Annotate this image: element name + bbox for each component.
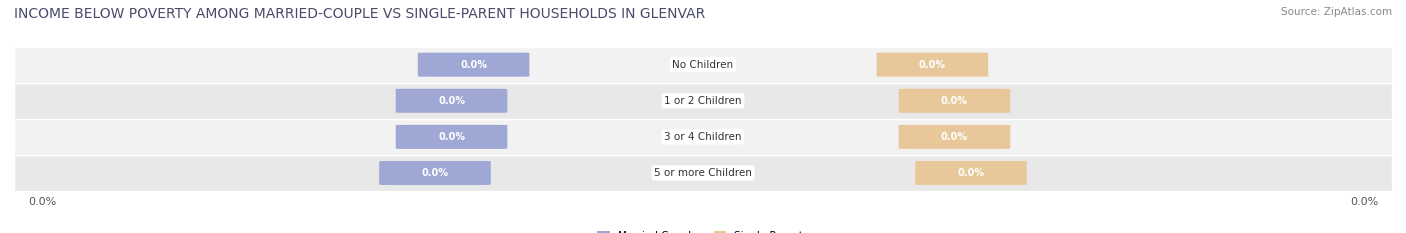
Text: INCOME BELOW POVERTY AMONG MARRIED-COUPLE VS SINGLE-PARENT HOUSEHOLDS IN GLENVAR: INCOME BELOW POVERTY AMONG MARRIED-COUPL… <box>14 7 706 21</box>
FancyBboxPatch shape <box>418 53 530 77</box>
Text: 0.0%: 0.0% <box>957 168 984 178</box>
FancyBboxPatch shape <box>14 119 1392 155</box>
FancyBboxPatch shape <box>395 89 508 113</box>
FancyBboxPatch shape <box>14 47 1392 83</box>
FancyBboxPatch shape <box>14 155 1392 191</box>
FancyBboxPatch shape <box>915 161 1026 185</box>
FancyBboxPatch shape <box>898 89 1011 113</box>
Text: Source: ZipAtlas.com: Source: ZipAtlas.com <box>1281 7 1392 17</box>
Text: 0.0%: 0.0% <box>439 132 465 142</box>
Text: 0.0%: 0.0% <box>422 168 449 178</box>
Legend: Married Couples, Single Parents: Married Couples, Single Parents <box>598 230 808 233</box>
FancyBboxPatch shape <box>898 125 1011 149</box>
Text: 5 or more Children: 5 or more Children <box>654 168 752 178</box>
Text: 0.0%: 0.0% <box>1350 197 1378 207</box>
FancyBboxPatch shape <box>395 125 508 149</box>
Text: 0.0%: 0.0% <box>941 96 967 106</box>
Text: 1 or 2 Children: 1 or 2 Children <box>664 96 742 106</box>
FancyBboxPatch shape <box>876 53 988 77</box>
Text: 0.0%: 0.0% <box>920 60 946 70</box>
Text: 0.0%: 0.0% <box>439 96 465 106</box>
Text: 0.0%: 0.0% <box>941 132 967 142</box>
FancyBboxPatch shape <box>380 161 491 185</box>
Text: No Children: No Children <box>672 60 734 70</box>
Text: 0.0%: 0.0% <box>28 197 56 207</box>
Text: 3 or 4 Children: 3 or 4 Children <box>664 132 742 142</box>
FancyBboxPatch shape <box>14 83 1392 119</box>
Text: 0.0%: 0.0% <box>460 60 486 70</box>
